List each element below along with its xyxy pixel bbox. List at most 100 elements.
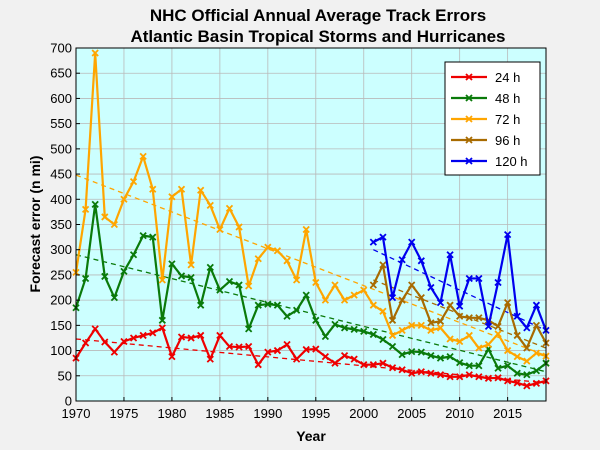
data-point	[503, 299, 512, 307]
data-point	[235, 223, 243, 231]
data-point	[216, 286, 224, 294]
y-tick-label: 450	[50, 167, 72, 182]
data-point	[523, 371, 531, 379]
data-point	[321, 352, 330, 361]
y-tick-label: 700	[50, 41, 72, 56]
data-point	[494, 374, 502, 382]
data-point	[475, 314, 483, 322]
data-point	[388, 364, 397, 372]
data-point	[379, 233, 387, 241]
data-point	[446, 335, 454, 343]
data-point	[292, 276, 301, 284]
data-point	[398, 256, 406, 264]
data-point	[331, 320, 339, 328]
data-point	[475, 362, 483, 370]
data-point	[523, 344, 531, 352]
data-point	[465, 371, 473, 379]
data-point	[331, 359, 339, 367]
data-point	[494, 364, 502, 372]
legend-label: 96 h	[495, 133, 520, 148]
data-point	[350, 291, 358, 299]
legend-label: 120 h	[495, 154, 528, 169]
y-tick-label: 100	[50, 343, 72, 358]
data-point	[168, 352, 176, 361]
data-point	[129, 177, 138, 186]
data-point	[388, 342, 397, 351]
y-tick-label: 50	[58, 368, 72, 383]
data-point	[302, 291, 310, 299]
data-point	[197, 186, 205, 194]
data-point	[81, 339, 90, 347]
data-point	[101, 272, 109, 281]
data-point	[91, 325, 99, 333]
data-point	[158, 276, 166, 284]
data-point	[283, 340, 291, 349]
data-point	[369, 361, 377, 369]
data-point	[465, 331, 473, 340]
x-tick-label: 2000	[349, 406, 378, 421]
data-point	[120, 267, 128, 276]
data-point	[484, 340, 493, 349]
data-point	[139, 152, 147, 161]
data-point	[475, 373, 483, 381]
series-24h	[72, 324, 550, 390]
y-tick-label: 550	[50, 116, 72, 131]
data-point	[446, 301, 454, 309]
data-point	[379, 359, 387, 367]
data-point	[417, 321, 425, 329]
data-point	[292, 355, 301, 363]
data-point	[312, 345, 320, 353]
data-point	[408, 369, 416, 377]
data-point	[408, 238, 416, 246]
y-axis-label: Forecast error (n mi)	[27, 156, 43, 293]
data-point	[235, 343, 243, 351]
series-48h	[72, 200, 550, 379]
data-point	[254, 361, 262, 369]
data-point	[139, 331, 147, 340]
x-tick-label: 2005	[397, 406, 426, 421]
data-point	[177, 333, 186, 341]
data-point	[197, 301, 205, 309]
x-axis-label: Year	[296, 428, 326, 444]
data-point	[436, 317, 445, 325]
data-point	[456, 312, 464, 320]
data-point	[379, 261, 387, 269]
data-point	[340, 324, 349, 332]
legend-item: 96 h	[451, 133, 520, 148]
data-point	[129, 334, 138, 342]
data-point	[398, 326, 406, 335]
data-point	[350, 355, 358, 363]
data-point	[436, 371, 445, 379]
data-point	[369, 238, 377, 246]
data-point	[369, 330, 377, 339]
data-point	[187, 334, 195, 342]
data-point	[331, 281, 339, 289]
data-point	[139, 231, 147, 240]
data-point	[417, 368, 425, 376]
y-tick-label: 650	[50, 66, 72, 81]
data-point	[283, 257, 291, 265]
data-point	[360, 286, 368, 294]
data-point	[312, 278, 320, 287]
data-point	[436, 324, 445, 332]
data-point	[254, 301, 262, 309]
data-point	[292, 306, 301, 314]
data-point	[149, 329, 157, 337]
data-point	[369, 281, 377, 289]
legend-item: 120 h	[451, 154, 528, 169]
series-lines	[72, 49, 550, 390]
legend-item: 48 h	[451, 91, 520, 106]
data-point	[158, 324, 166, 332]
legend-item: 72 h	[451, 112, 520, 127]
series-120h	[369, 230, 550, 335]
data-point	[245, 342, 253, 351]
data-point	[206, 263, 214, 272]
data-point	[321, 296, 330, 304]
x-tick-label: 2010	[445, 406, 474, 421]
x-tick-label: 2015	[493, 406, 522, 421]
data-point	[484, 374, 493, 382]
data-point	[446, 373, 454, 381]
data-point	[120, 195, 128, 203]
trend-line	[75, 338, 547, 384]
data-point	[273, 346, 282, 355]
